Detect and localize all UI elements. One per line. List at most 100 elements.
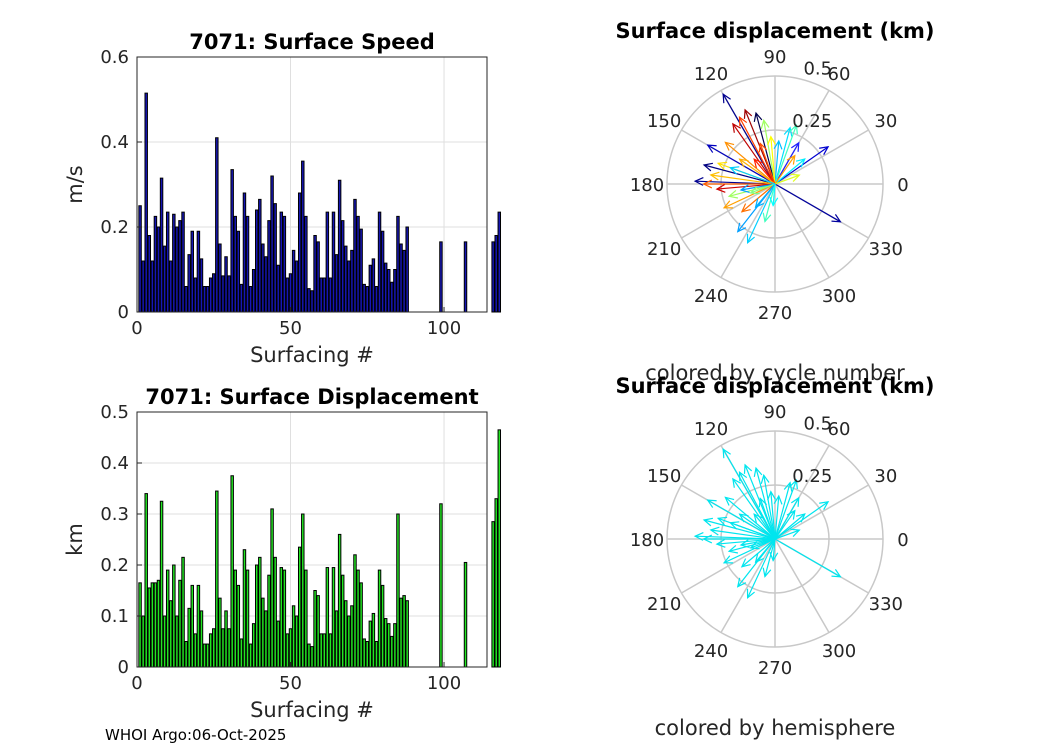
displacement-vector — [774, 142, 800, 185]
bar — [147, 587, 152, 668]
displacement-vector — [728, 538, 776, 552]
displacement-vector — [774, 495, 780, 540]
bar — [261, 597, 265, 668]
vector-arrowhead — [762, 212, 772, 223]
bar — [344, 600, 348, 668]
angle-tick-label: 330 — [869, 594, 903, 615]
bar — [141, 615, 145, 668]
angle-tick-label: 330 — [869, 239, 903, 260]
vector-arrowhead — [738, 513, 749, 523]
vector-arrowhead — [790, 496, 800, 507]
bar — [304, 569, 308, 668]
displacement-vector — [723, 183, 776, 209]
y-tick-label: 0.2 — [100, 217, 129, 238]
vector-arrowhead — [729, 166, 740, 175]
bar — [156, 226, 161, 313]
bar — [248, 643, 253, 668]
bar — [316, 595, 320, 668]
bar — [347, 260, 351, 313]
bar — [190, 230, 194, 313]
bar — [242, 192, 247, 313]
bar — [334, 254, 339, 313]
bar — [374, 286, 379, 313]
vector-arrowhead — [789, 478, 798, 490]
bar — [279, 211, 284, 313]
displacement-vector — [772, 538, 776, 561]
bar — [165, 569, 170, 668]
surface-speed-panel: 0 50 100 0 0.2 0.4 0.6 7071: Surface Speed Surfa… — [63, 30, 502, 367]
vector-arrowhead — [795, 158, 806, 168]
vector-arrowhead — [736, 222, 747, 233]
displacement-vector — [774, 510, 796, 540]
bar — [261, 243, 265, 313]
bar — [405, 226, 409, 313]
vector-arrowhead — [746, 588, 755, 599]
bar — [322, 633, 327, 668]
bar — [328, 633, 333, 668]
bar — [491, 521, 495, 668]
displacement-vector — [747, 183, 776, 243]
displacement-vector — [753, 158, 776, 185]
displacement-vector — [774, 538, 841, 578]
bar — [221, 628, 225, 668]
displacement-vector — [707, 499, 776, 540]
bar — [215, 137, 219, 313]
bar — [353, 554, 357, 668]
displacement-vector — [722, 93, 776, 185]
angle-tick-label: 210 — [647, 239, 681, 260]
displacement-vector — [774, 155, 796, 185]
x-axis-label: Surfacing # — [250, 698, 374, 722]
polar-hemisphere-panel: 0 30 60 90 120 150 180 210 240 270 300 330 0.25 0.5 Su… — [615, 374, 934, 740]
footer-note: WHOI Argo:06-Oct-2025 — [105, 726, 286, 744]
bar — [178, 579, 182, 668]
bar — [150, 582, 155, 668]
bar — [169, 600, 173, 668]
bar — [463, 561, 468, 668]
bar — [282, 569, 287, 668]
vector-arrowhead — [727, 544, 739, 554]
bar — [165, 211, 170, 313]
bar — [276, 264, 280, 313]
vector-arrowhead — [760, 118, 770, 130]
displacement-vector — [774, 529, 800, 540]
bar — [304, 215, 308, 313]
x-axis-label: Surfacing # — [250, 343, 374, 367]
bar — [301, 513, 305, 668]
bar — [162, 615, 167, 668]
bar — [353, 198, 357, 313]
bar — [202, 643, 207, 668]
bar — [494, 235, 498, 313]
y-tick-label: 0.2 — [100, 555, 129, 576]
bar — [172, 564, 176, 668]
bar — [344, 245, 348, 313]
bar — [405, 600, 409, 668]
bar — [383, 618, 388, 668]
bar — [208, 277, 213, 313]
bar — [181, 556, 185, 668]
displacement-vector — [739, 158, 776, 185]
bar — [169, 260, 173, 313]
vector-arrowhead — [831, 214, 842, 223]
bar — [325, 567, 330, 668]
bar — [365, 641, 369, 668]
angle-tick-label: 0 — [897, 530, 908, 551]
vector-arrowhead — [753, 111, 763, 123]
axes-frame — [136, 411, 488, 668]
bar — [190, 584, 194, 668]
vector-arrowhead — [722, 200, 734, 209]
angle-tick-label: 210 — [647, 594, 681, 615]
vector-arrowhead — [727, 189, 739, 199]
displacement-vector — [732, 123, 776, 185]
vector-arrowhead — [702, 162, 714, 172]
displacement-vector — [774, 479, 797, 540]
bar — [144, 493, 148, 668]
bar — [251, 623, 256, 668]
x-tick-label: 50 — [279, 318, 302, 339]
bar — [175, 226, 179, 313]
bar — [202, 286, 207, 313]
bar — [377, 211, 382, 313]
angle-tick-label: 300 — [822, 641, 856, 662]
vector-arrowhead — [758, 497, 768, 508]
bar — [390, 281, 394, 313]
angle-tick-label: 90 — [764, 47, 787, 68]
